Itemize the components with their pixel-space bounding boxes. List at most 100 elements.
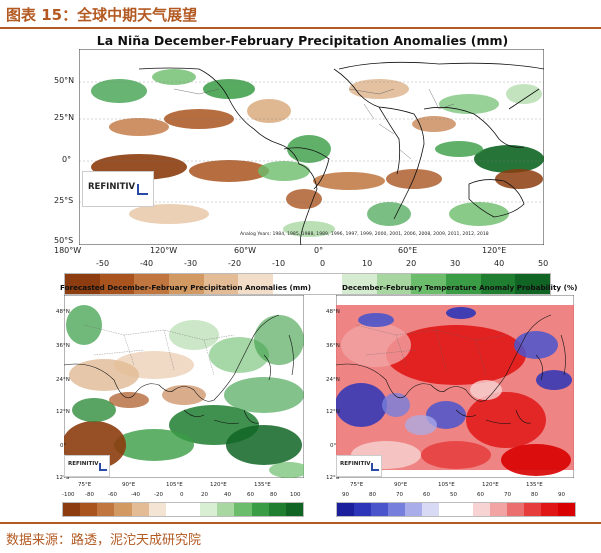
- colorbar-swatch: [99, 274, 135, 294]
- colorbar-swatch: [515, 274, 550, 294]
- right-map-panel: December-February Temperature Anomaly Pr…: [326, 281, 578, 521]
- right-colorbar-tick: 50: [450, 492, 457, 498]
- right-map-lon-label: 75°E: [350, 482, 364, 488]
- left-map-coastlines: [64, 314, 294, 424]
- right-colorbar-tick: 80: [369, 492, 376, 498]
- colorbar-swatch: [507, 503, 524, 516]
- left-colorbar-tick: -40: [131, 492, 140, 498]
- colorbar-swatch: [337, 503, 354, 516]
- right-map-lat-label: 12°N: [326, 409, 340, 415]
- top-map-borders: [173, 88, 455, 160]
- refinitiv-mark-icon: [371, 463, 379, 471]
- right-map-anomaly-fields: [336, 305, 574, 476]
- colorbar-swatch: [148, 503, 166, 516]
- left-map-lon-label: 90°E: [122, 482, 136, 488]
- header-rule: [0, 27, 601, 29]
- refinitiv-mark-icon: [99, 463, 107, 471]
- top-map-lon-label: 120°W: [150, 246, 178, 255]
- top-colorbar-tick: 10: [362, 259, 373, 268]
- colorbar-swatch: [422, 503, 439, 516]
- top-map-lat-label: 50°S: [54, 236, 74, 245]
- colorbar-swatch: [234, 503, 252, 516]
- colorbar-swatch: [63, 503, 81, 516]
- left-map-canvas: [64, 295, 304, 478]
- source-note: 数据来源：路透，泥沱天成研究院: [6, 533, 202, 548]
- left-map-panel: Forecasted December-February Precipitati…: [56, 281, 312, 521]
- right-map-colorbar: [336, 502, 576, 517]
- top-map-lon-label: 60°W: [234, 246, 257, 255]
- right-colorbar-tick: 70: [396, 492, 403, 498]
- top-colorbar-tick: -40: [140, 259, 154, 268]
- left-colorbar-tick: -60: [108, 492, 117, 498]
- left-map-lat-label: 12°S: [56, 475, 70, 481]
- colorbar-swatch: [490, 503, 507, 516]
- refinitiv-logo-text: REFINITIV: [68, 461, 99, 467]
- right-map-lat-label: 48°N: [326, 309, 340, 315]
- top-colorbar-tick: -30: [184, 259, 198, 268]
- colorbar-swatch: [439, 503, 456, 516]
- left-map-colorbar: [62, 502, 304, 517]
- right-colorbar-tick: 80: [531, 492, 538, 498]
- colorbar-swatch: [411, 274, 447, 294]
- right-colorbar-tick: 60: [423, 492, 430, 498]
- colorbar-swatch: [97, 503, 115, 516]
- top-map-lat-label: 0°: [62, 155, 72, 164]
- colorbar-swatch: [272, 274, 308, 294]
- colorbar-swatch: [251, 503, 269, 516]
- left-map-lon-label: 135°E: [254, 482, 271, 488]
- left-map-lon-label: 105°E: [166, 482, 183, 488]
- top-map-graticule: [79, 81, 544, 203]
- refinitiv-mark-icon: [137, 184, 148, 195]
- right-map-lon-label: 135°E: [526, 482, 543, 488]
- top-map-lon-label: 180°W: [54, 246, 82, 255]
- left-map-lat-label: 48°N: [56, 309, 70, 315]
- right-colorbar-tick: 60: [477, 492, 484, 498]
- left-map-lon-label: 120°E: [210, 482, 227, 488]
- top-colorbar-tick: -50: [96, 259, 110, 268]
- figure-title: 图表 15：全球中期天气展望: [6, 6, 198, 24]
- right-map-coastlines: [336, 314, 566, 424]
- right-map-lon-label: 105°E: [438, 482, 455, 488]
- left-colorbar-tick: -20: [154, 492, 163, 498]
- top-colorbar-tick: 20: [406, 259, 417, 268]
- left-map-lat-label: 12°N: [56, 409, 70, 415]
- right-map-canvas: [336, 295, 574, 478]
- colorbar-swatch: [217, 503, 235, 516]
- colorbar-swatch: [376, 274, 412, 294]
- top-colorbar-tick: -20: [228, 259, 242, 268]
- colorbar-swatch: [182, 503, 201, 516]
- right-map-lat-label: 24°N: [326, 377, 340, 383]
- left-map-anomaly-fields: [64, 305, 304, 478]
- left-colorbar-tick: 80: [270, 492, 277, 498]
- left-colorbar-tick: 60: [247, 492, 254, 498]
- top-colorbar-tick: 40: [494, 259, 505, 268]
- colorbar-swatch: [165, 503, 183, 516]
- right-colorbar-tick: 90: [342, 492, 349, 498]
- colorbar-swatch: [456, 503, 473, 516]
- refinitiv-logo-text: REFINITIV: [340, 461, 371, 467]
- colorbar-swatch: [238, 274, 273, 294]
- top-map-lat-label: 25°S: [54, 196, 74, 205]
- left-map-borders: [83, 324, 235, 376]
- top-colorbar-tick: 30: [450, 259, 461, 268]
- top-map-lat-label: 25°N: [54, 113, 75, 122]
- refinitiv-logo-text: REFINITIV: [88, 182, 136, 192]
- left-colorbar-tick: 100: [290, 492, 301, 498]
- colorbar-swatch: [285, 503, 303, 516]
- colorbar-swatch: [558, 503, 575, 516]
- left-map-lat-label: 24°N: [56, 377, 70, 383]
- colorbar-swatch: [134, 274, 169, 294]
- colorbar-swatch: [168, 274, 204, 294]
- top-map-analog-years: Analog Years: 1984, 1985, 1988, 1989, 19…: [240, 232, 489, 237]
- left-colorbar-tick: -100: [62, 492, 75, 498]
- top-map-title: La Niña December-February Precipitation …: [96, 33, 509, 48]
- colorbar-swatch: [446, 274, 481, 294]
- left-colorbar-tick: 0: [180, 492, 184, 498]
- colorbar-swatch: [80, 503, 98, 516]
- colorbar-swatch: [268, 503, 286, 516]
- left-colorbar-tick: 40: [224, 492, 231, 498]
- right-map-title: December-February Temperature Anomaly Pr…: [342, 283, 578, 292]
- right-map-lat-label: 0°: [330, 443, 337, 449]
- top-map-colorbar: [64, 273, 551, 295]
- left-map-title: Forecasted December-February Precipitati…: [60, 283, 312, 292]
